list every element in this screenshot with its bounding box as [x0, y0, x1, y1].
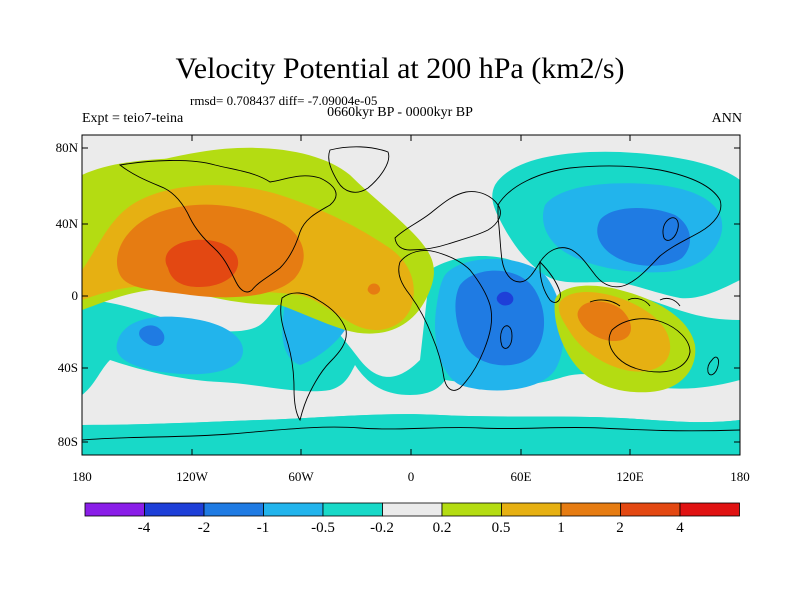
contour-band [165, 239, 239, 288]
colorbar-label: -1 [256, 520, 270, 536]
colorbar-label: -0.5 [311, 520, 335, 536]
lat-label: 40S [57, 360, 78, 375]
colorbar-swatch [441, 502, 502, 517]
coastline-north-america [118, 160, 337, 293]
contour-band [455, 270, 545, 366]
colorbar-swatch [203, 502, 264, 517]
lat-label: 80N [55, 140, 78, 155]
lon-label: 180 [730, 469, 750, 484]
colorbar-label: 2 [616, 520, 624, 536]
coastline-indonesia [589, 297, 681, 307]
colorbar-swatch [263, 502, 324, 517]
coastline-japan [662, 217, 679, 241]
coastline-europe [394, 191, 501, 251]
contour-band [139, 325, 165, 346]
colorbar-swatch [144, 502, 205, 517]
experiment-label: Expt = teio7-teina [82, 111, 184, 126]
coastline-greenland [328, 146, 390, 193]
colorbar-label: 0.2 [432, 520, 452, 536]
contour-band [496, 291, 514, 306]
coastline-africa [398, 250, 493, 391]
lon-label: 60W [288, 469, 314, 484]
colorbar-swatch [322, 502, 383, 517]
contour-band [82, 158, 270, 200]
lat-label: 40N [55, 216, 78, 231]
contour-band [367, 283, 381, 295]
colorbar-swatch [679, 502, 740, 517]
contour-band [577, 301, 631, 342]
colorbar-swatch [620, 502, 681, 517]
colorbar-label: 4 [676, 520, 684, 536]
colorbar-swatch [501, 502, 562, 517]
colorbar-label: 1 [557, 520, 565, 536]
lon-label: 60E [510, 469, 532, 484]
lat-label: 0 [71, 288, 79, 303]
lon-label: 120W [176, 469, 208, 484]
coastline-india [539, 260, 561, 303]
lon-label: 120E [616, 469, 644, 484]
colorbar-label: -2 [197, 520, 211, 536]
colorbar-swatch [560, 502, 621, 517]
lon-label: 180 [72, 469, 92, 484]
colorbar-label: 0.5 [491, 520, 511, 536]
coastline-new-zealand [707, 356, 719, 376]
coastline-south-america [280, 292, 347, 422]
coastline-antarctica [82, 426, 740, 441]
axis-ticks [82, 135, 740, 455]
contour-band [82, 135, 740, 170]
coastline-australia [608, 318, 691, 373]
period-label: 0660kyr BP - 0000kyr BP [327, 105, 473, 120]
contour-band [82, 414, 740, 455]
contour-band [82, 286, 285, 332]
coastline-madagascar [500, 325, 513, 349]
lon-label: 0 [407, 469, 415, 484]
map-title: Velocity Potential at 200 hPa (km2/s) [175, 52, 625, 85]
colorbar-label: -0.2 [370, 520, 394, 536]
lat-label: 80S [57, 434, 78, 449]
colorbar-swatch [84, 502, 145, 517]
coastline-asia [497, 165, 722, 288]
season-label: ANN [711, 111, 742, 126]
contour-band [82, 360, 740, 425]
colorbar-swatch [382, 502, 443, 517]
colorbar-label: -4 [137, 520, 151, 536]
coastlines [82, 146, 740, 441]
stats-line: rmsd= 0.708437 diff= -7.09004e-05 [190, 93, 378, 108]
